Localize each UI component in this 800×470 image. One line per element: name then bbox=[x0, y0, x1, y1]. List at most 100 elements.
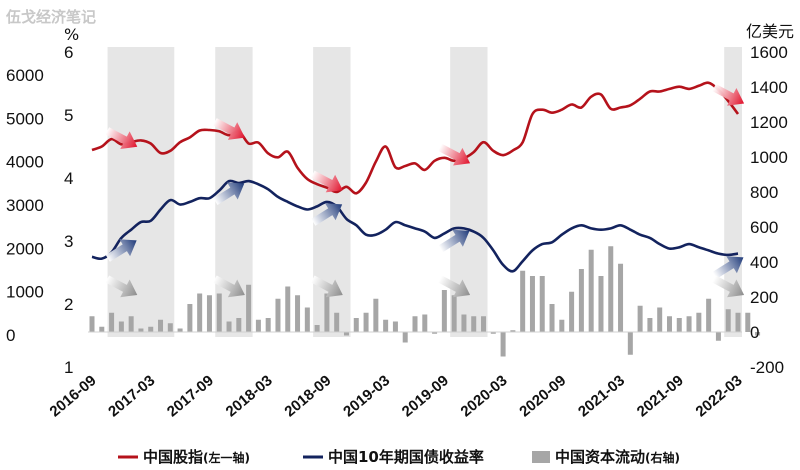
capital-flow-bar bbox=[666, 316, 672, 332]
trend-arrow-shape bbox=[105, 127, 138, 150]
trend-arrow-shape bbox=[438, 143, 471, 166]
trend-arrow-shape bbox=[712, 256, 744, 279]
capital-flow-bar bbox=[657, 307, 663, 332]
capital-flow-bar bbox=[559, 319, 565, 332]
trend-arrow-10 bbox=[105, 275, 138, 298]
trend-arrow-shape bbox=[438, 229, 470, 253]
capital-flow-bar bbox=[118, 321, 124, 332]
x-tick-label: 2019-03 bbox=[340, 372, 393, 420]
legend-item-bond-yield: 中国10年期国债收益率 bbox=[303, 448, 484, 466]
legend-note-capital-flow: (右轴) bbox=[645, 450, 680, 465]
trend-arrow-shape bbox=[712, 275, 745, 298]
trend-arrow-6 bbox=[213, 182, 245, 205]
trend-arrow-12 bbox=[310, 275, 343, 298]
left-outer-tick-label: 3000 bbox=[6, 196, 44, 215]
trend-arrow-14 bbox=[712, 275, 745, 298]
left-outer-tick-label: 1000 bbox=[6, 283, 44, 302]
x-tick-label: 2018-03 bbox=[223, 372, 276, 420]
capital-flow-bar bbox=[206, 295, 212, 332]
left-inner-tick-label: 1 bbox=[64, 358, 73, 377]
capital-flow-bar bbox=[451, 295, 457, 332]
capital-flow-bar bbox=[578, 269, 584, 332]
capital-flow-bar bbox=[539, 276, 545, 332]
capital-flow-bar bbox=[735, 312, 741, 332]
capital-flow-bar bbox=[441, 290, 447, 332]
capital-flow-bar bbox=[402, 332, 408, 343]
capital-flow-bar bbox=[158, 319, 164, 332]
trend-arrow-shape bbox=[438, 275, 471, 298]
left-outer-tick-label: 4000 bbox=[6, 153, 44, 172]
trend-arrow-11 bbox=[212, 275, 245, 298]
capital-flow-bar bbox=[187, 304, 193, 332]
x-tick-label: 2017-03 bbox=[105, 372, 158, 420]
trend-arrow-shape bbox=[105, 275, 138, 298]
x-tick-label: 2021-09 bbox=[634, 372, 687, 420]
capital-flow-bar bbox=[314, 325, 320, 332]
left-outer-tick-label: 0 bbox=[6, 326, 15, 345]
capital-flow-bar bbox=[510, 330, 516, 332]
trend-arrow-shape bbox=[212, 118, 245, 140]
legend-label-stock-index: 中国股指 bbox=[143, 448, 203, 466]
right-tick-label: 200 bbox=[750, 288, 778, 307]
capital-flow-bar bbox=[197, 293, 203, 332]
trend-arrow-1 bbox=[212, 118, 245, 140]
left-inner-axis-unit: % bbox=[64, 25, 79, 44]
capital-flow-bar bbox=[265, 318, 271, 332]
capital-flow-bars bbox=[89, 246, 761, 357]
capital-flow-bar bbox=[725, 309, 731, 332]
trend-arrow-7 bbox=[311, 203, 343, 226]
watermark-text: 伍戈经济笔记 bbox=[5, 8, 96, 26]
x-tick-label: 2016-09 bbox=[46, 372, 99, 420]
capital-flow-bar bbox=[109, 312, 115, 332]
right-axis: -200 0 200 400 600 800 1000 1200 1400 1600 bbox=[750, 43, 788, 377]
capital-flow-bar bbox=[89, 316, 95, 332]
svg-text:中国股指(左一轴): 中国股指(左一轴) bbox=[143, 448, 250, 466]
trend-arrow-shape bbox=[310, 275, 343, 298]
capital-flow-bar bbox=[529, 276, 535, 332]
capital-flow-bar bbox=[715, 332, 721, 341]
trend-arrow-0 bbox=[105, 127, 138, 150]
capital-flow-bar bbox=[618, 263, 624, 332]
series-lines bbox=[91, 81, 740, 273]
capital-flow-bar bbox=[353, 318, 359, 332]
capital-flow-bar bbox=[295, 295, 301, 332]
left-inner-tick-label: 6 bbox=[64, 43, 73, 62]
trend-arrow-shape bbox=[212, 275, 245, 298]
capital-flow-bar bbox=[432, 332, 438, 334]
right-tick-label: -200 bbox=[750, 358, 784, 377]
legend-swatch-capital-flow bbox=[532, 451, 550, 463]
legend-label-capital-flow: 中国资本流动 bbox=[555, 448, 645, 466]
capital-flow-bar bbox=[324, 293, 330, 332]
left-inner-tick-label: 4 bbox=[64, 169, 73, 188]
trend-arrow-shape bbox=[310, 170, 343, 193]
capital-flow-bar bbox=[304, 307, 310, 332]
capital-flow-bar bbox=[275, 298, 281, 332]
capital-flow-bar bbox=[255, 319, 261, 332]
capital-flow-bar bbox=[481, 316, 487, 332]
capital-flow-bar bbox=[148, 326, 154, 332]
capital-flow-bar bbox=[637, 305, 643, 332]
x-tick-label: 2018-09 bbox=[281, 372, 334, 420]
right-tick-label: 0 bbox=[750, 323, 759, 342]
capital-flow-bar bbox=[246, 284, 252, 332]
x-axis: 2016-09 2017-03 2017-09 2018-03 2018-09 2019-… bbox=[46, 372, 745, 420]
capital-flow-bar bbox=[216, 293, 222, 332]
x-tick-label: 2021-03 bbox=[575, 372, 628, 420]
legend: 中国股指(左一轴) 中国10年期国债收益率 中国资本流动(右轴) bbox=[118, 448, 680, 466]
capital-flow-bar bbox=[647, 318, 653, 332]
capital-flow-bar bbox=[343, 332, 349, 336]
capital-flow-bar bbox=[471, 316, 477, 332]
capital-flow-bar bbox=[598, 276, 604, 332]
capital-flow-bar bbox=[99, 326, 105, 332]
trend-arrow-3 bbox=[438, 143, 471, 166]
capital-flow-bar bbox=[686, 316, 692, 332]
trend-arrow-2 bbox=[310, 170, 343, 193]
capital-flow-bar bbox=[383, 319, 389, 332]
bond-yield-line bbox=[91, 179, 739, 273]
capital-flow-bar bbox=[549, 304, 555, 332]
right-tick-label: 1000 bbox=[750, 148, 788, 167]
x-tick-label: 2020-03 bbox=[458, 372, 511, 420]
trend-arrow-8 bbox=[438, 229, 470, 253]
x-tick-label: 2017-09 bbox=[164, 372, 217, 420]
